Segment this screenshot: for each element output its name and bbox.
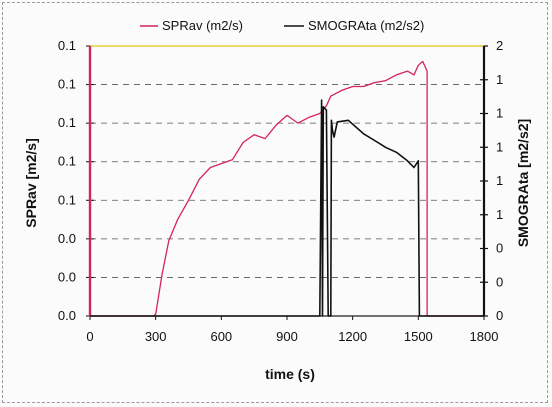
x-tick-label: 0 (86, 329, 93, 344)
legend-label-sprav: SPRav (m2/s) (162, 18, 243, 33)
legend: SPRav (m2/s) SMOGRAta (m2/s2) (140, 18, 424, 33)
x-axis-title: time (s) (265, 366, 315, 382)
y-right-tick-label: 0 (496, 274, 503, 289)
grid (90, 84, 484, 278)
y-right-tick-label: 0 (496, 308, 503, 323)
x-tick-label: 1200 (338, 329, 367, 344)
y-axis-right-title: SMOGRAta [m2/s2] (515, 119, 531, 247)
y-left-tick-label: 0.1 (58, 115, 76, 130)
y-right-tick-label: 1 (496, 173, 503, 188)
tick-labels: 0.1 0.1 0.1 0.1 0.1 0.0 0.0 0.0 2 1 1 1 1 1 0 0 0 0 300 600… (58, 38, 503, 344)
y-right-tick-label: 1 (496, 72, 503, 87)
x-tick-label: 600 (210, 329, 232, 344)
x-tick-label: 1500 (404, 329, 433, 344)
series-line-sprav (89, 45, 484, 317)
chart-frame (2, 2, 548, 403)
y-left-tick-label: 0.0 (58, 231, 76, 246)
y-right-tick-label: 0 (496, 241, 503, 256)
y-axis-left-title: SPRav [m2/s] (23, 138, 39, 227)
x-tick-label: 1800 (470, 329, 499, 344)
y-right-tick-label: 2 (496, 38, 503, 53)
y-left-tick-label: 0.1 (58, 154, 76, 169)
legend-label-smograta: SMOGRAta (m2/s2) (308, 18, 424, 33)
plot-series (89, 45, 484, 317)
y-right-tick-label: 1 (496, 106, 503, 121)
x-tick-label: 900 (276, 329, 298, 344)
y-right-tick-label: 1 (496, 207, 503, 222)
y-left-tick-label: 0.1 (58, 38, 76, 53)
series-line-smograta (90, 99, 484, 317)
y-left-tick-label: 0.1 (58, 192, 76, 207)
y-left-tick-label: 0.1 (58, 77, 76, 92)
x-tick-label: 300 (145, 329, 167, 344)
y-left-tick-label: 0.0 (58, 308, 76, 323)
y-left-tick-label: 0.0 (58, 269, 76, 284)
y-right-tick-label: 1 (496, 139, 503, 154)
